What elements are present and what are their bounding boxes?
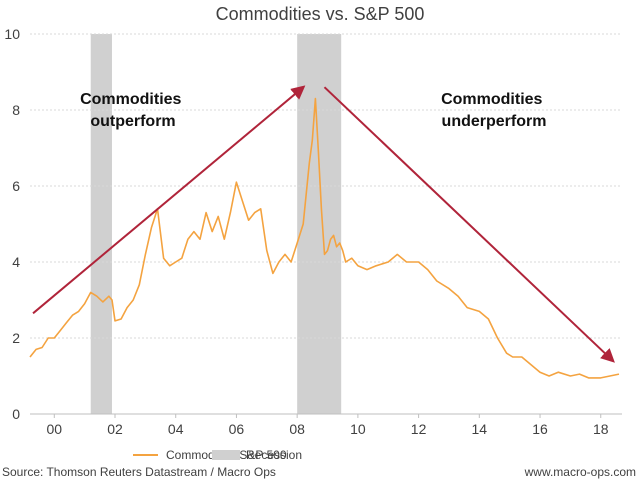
series-line-commodities-sp500 [29, 97, 620, 379]
trend-arrows [32, 85, 615, 363]
y-tick-label-4: 4 [12, 254, 20, 270]
annotation-underperform-line-1: Commodities [441, 91, 542, 108]
legend: Commodities/S&P 500 Recession [133, 448, 302, 462]
annotations: Commodities outperform Commodities under… [80, 91, 547, 130]
x-tick-label-08: 08 [289, 421, 305, 437]
x-tick-label-10: 10 [350, 421, 366, 437]
annotation-outperform: Commodities outperform [80, 91, 186, 130]
legend-recession-swatch [212, 450, 240, 460]
annotation-underperform-line-2: underperform [442, 113, 547, 130]
y-tick-label-0: 0 [12, 406, 20, 422]
x-tick-label-14: 14 [472, 421, 488, 437]
legend-label-recession: Recession [246, 448, 302, 462]
annotation-outperform-line-1: Commodities [80, 91, 181, 108]
y-tick-label-2: 2 [12, 330, 20, 346]
trend-arrow-1 [32, 85, 306, 315]
x-tick-label-02: 02 [107, 421, 123, 437]
annotation-underperform: Commodities underperform [441, 91, 547, 130]
x-tick-label-04: 04 [168, 421, 184, 437]
x-tick-label-18: 18 [593, 421, 609, 437]
series-lines [29, 97, 620, 379]
trend-arrow-2 [323, 86, 615, 363]
gridlines [30, 33, 622, 339]
chart-title: Commodities vs. S&P 500 [216, 4, 425, 24]
y-tick-label-10: 10 [4, 26, 20, 42]
y-axis-ticks: 0 2 4 6 8 10 [4, 26, 20, 422]
y-tick-label-8: 8 [12, 102, 20, 118]
x-tick-label-00: 00 [46, 421, 62, 437]
y-tick-label-6: 6 [12, 178, 20, 194]
x-tick-label-12: 12 [411, 421, 427, 437]
website-credit: www.macro-ops.com [524, 465, 636, 479]
recession-band-1 [90, 34, 112, 414]
x-tick-label-16: 16 [532, 421, 548, 437]
source-note: Source: Thomson Reuters Datastream / Mac… [2, 465, 276, 479]
x-axis-ticks: 00 02 04 06 08 10 12 14 16 18 [46, 414, 609, 437]
x-tick-label-06: 06 [229, 421, 245, 437]
annotation-outperform-line-2: outperform [90, 113, 175, 130]
